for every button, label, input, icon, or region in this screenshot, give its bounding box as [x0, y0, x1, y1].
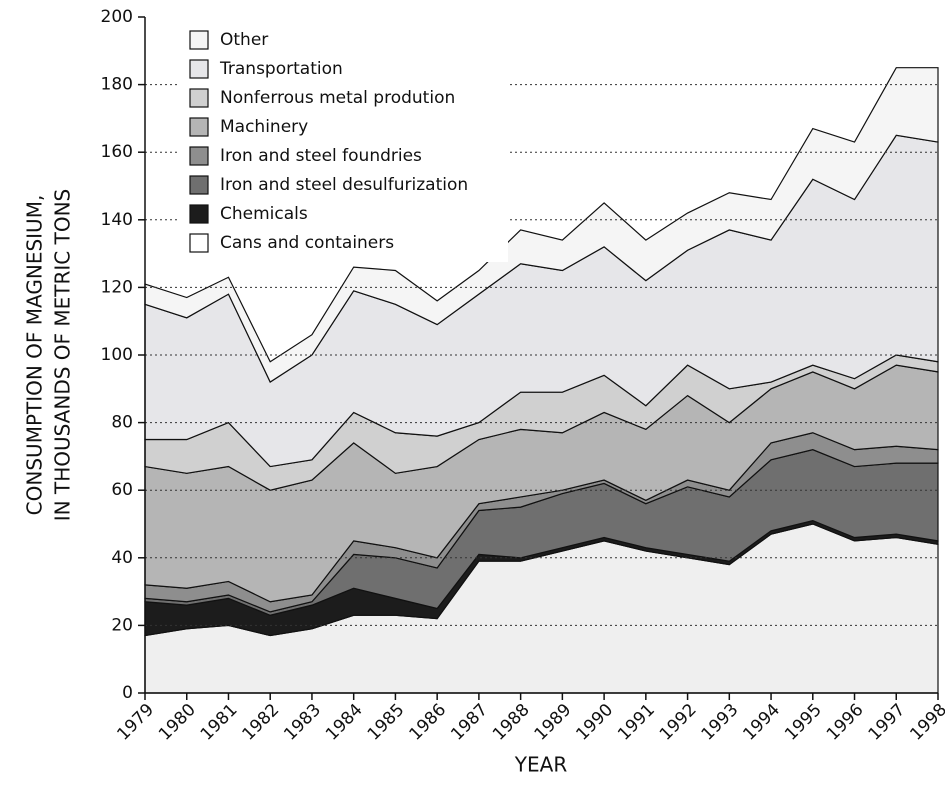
legend-label: Transportation — [219, 59, 343, 79]
x-tick-label: 1994 — [739, 700, 784, 745]
y-tick-label: 60 — [111, 480, 133, 500]
area — [144, 67, 939, 383]
x-tick-label: 1987 — [447, 700, 492, 745]
legend-swatch — [189, 233, 209, 253]
y-tick-label: 160 — [101, 142, 133, 162]
y-tick-label: 180 — [101, 75, 133, 95]
x-tick-label: 1984 — [322, 700, 367, 745]
legend-swatch — [189, 146, 209, 166]
legend-label: Other — [220, 30, 268, 50]
x-tick-label: 1995 — [781, 700, 826, 745]
x-tick-label: 1992 — [656, 700, 701, 745]
legend-label: Machinery — [220, 117, 308, 137]
legend-swatch — [189, 175, 209, 195]
x-tick-label: 1985 — [364, 700, 409, 745]
x-tick-label: 1998 — [906, 700, 945, 745]
legend-label: Chemicals — [220, 204, 308, 224]
y-tick-label: 40 — [111, 548, 133, 568]
x-tick-label: 1997 — [865, 700, 910, 745]
x-axis-title: YEAR — [514, 753, 568, 777]
y-tick-label: 120 — [101, 277, 133, 297]
x-tick-label: 1986 — [405, 700, 450, 745]
legend-swatch — [189, 59, 209, 79]
x-tick-label: 1993 — [698, 700, 743, 745]
y-tick-label: 0 — [122, 683, 133, 703]
y-tick-label: 140 — [101, 210, 133, 230]
y-axis-title: CONSUMPTION OF MAGNESIUM, — [23, 195, 47, 516]
x-tick-label: 1988 — [489, 700, 534, 745]
legend-bg — [178, 24, 508, 262]
x-tick-label: 1979 — [113, 700, 158, 745]
y-tick-label: 100 — [101, 345, 133, 365]
y-tick-label: 20 — [111, 615, 133, 635]
legend-swatch — [189, 88, 209, 108]
legend-swatch — [189, 204, 209, 224]
legend-swatch — [189, 117, 209, 137]
legend: Other Transportation Nonferrous metal prod… — [178, 24, 508, 262]
x-tick-label: 1989 — [531, 700, 576, 745]
x-tick-label: 1983 — [280, 700, 325, 745]
y-tick-label: 80 — [111, 413, 133, 433]
x-tick-label: 1990 — [572, 700, 617, 745]
x-tick-label: 1991 — [614, 700, 659, 745]
y-tick-label: 200 — [101, 7, 133, 27]
legend-label: Cans and containers — [220, 233, 394, 253]
legend-label: Iron and steel desulfurization — [220, 175, 468, 195]
y-axis-title: IN THOUSANDS OF METRIC TONS — [51, 189, 75, 521]
legend-label: Nonferrous metal prodution — [220, 88, 455, 108]
x-tick-label: 1981 — [197, 700, 242, 745]
legend-label: Iron and steel foundries — [220, 146, 422, 166]
x-tick-label: 1980 — [155, 700, 200, 745]
x-tick-label: 1982 — [239, 700, 284, 745]
x-tick-label: 1996 — [823, 700, 868, 745]
legend-swatch — [189, 30, 209, 50]
